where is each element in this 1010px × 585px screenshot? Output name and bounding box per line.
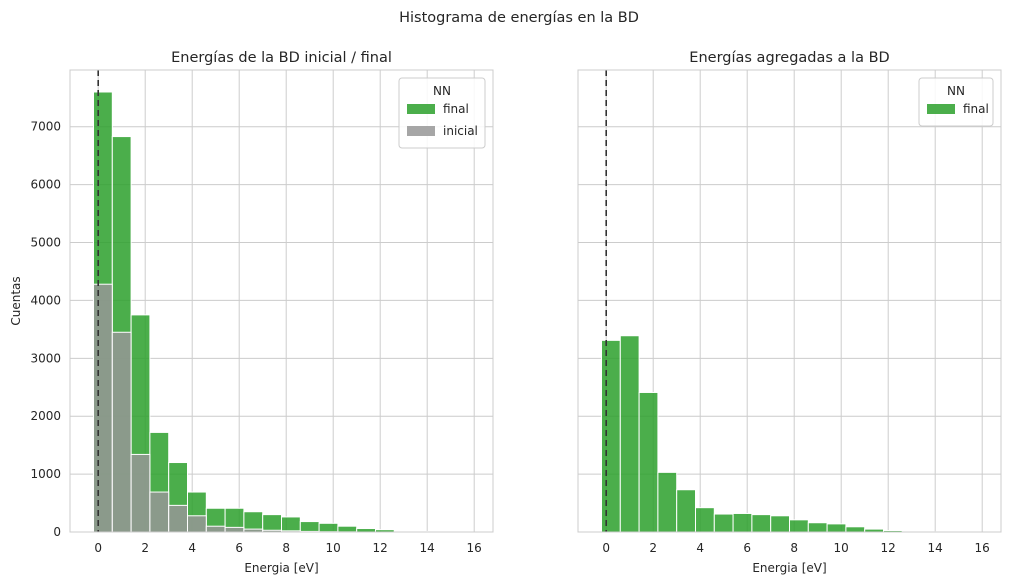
legend-title: NN xyxy=(947,84,965,98)
x-tick-label: 0 xyxy=(94,541,102,555)
bar-inicial xyxy=(168,504,188,533)
panel-title: Energías de la BD inicial / final xyxy=(171,50,392,66)
y-tick-label: 5000 xyxy=(30,236,61,250)
x-tick-label: 4 xyxy=(696,541,704,555)
bar-inicial xyxy=(130,453,151,533)
y-tick-label: 6000 xyxy=(30,178,61,192)
x-tick-label: 16 xyxy=(975,541,990,555)
bar-final xyxy=(676,489,697,533)
axes-frame xyxy=(69,69,494,533)
x-tick-label: 0 xyxy=(602,541,610,555)
panel-title: Energías agregadas a la BD xyxy=(689,50,889,66)
bar-inicial xyxy=(224,526,245,533)
x-tick-label: 14 xyxy=(928,541,943,555)
x-tick-label: 10 xyxy=(326,541,341,555)
legend-swatch-final xyxy=(407,104,435,114)
legend-swatch-final xyxy=(927,104,955,114)
y-tick-label: 2000 xyxy=(30,409,61,423)
y-axis-label: Cuentas xyxy=(9,276,23,325)
y-tick-label: 7000 xyxy=(30,120,61,134)
bar-final xyxy=(337,525,358,533)
y-tick-label: 1000 xyxy=(30,467,61,481)
legend-label-final: final xyxy=(443,102,469,116)
bar-final xyxy=(619,335,640,533)
figure-suptitle: Histograma de energías en la BD xyxy=(399,10,639,26)
x-tick-label: 6 xyxy=(235,541,243,555)
bar-inicial xyxy=(111,331,132,533)
x-tick-label: 14 xyxy=(420,541,435,555)
x-tick-label: 12 xyxy=(881,541,896,555)
x-tick-label: 12 xyxy=(373,541,388,555)
legend: NN final inicial xyxy=(398,77,486,149)
x-axis-label: Energia [eV] xyxy=(752,561,826,575)
legend-swatch-inicial xyxy=(407,126,435,136)
bar-final xyxy=(281,516,301,533)
bar-inicial xyxy=(205,525,226,533)
bar-final xyxy=(657,471,678,533)
bar-final xyxy=(318,522,339,533)
x-tick-label: 4 xyxy=(188,541,196,555)
bar-final xyxy=(807,522,828,533)
bar-final xyxy=(299,521,320,533)
legend-label-final: final xyxy=(963,102,989,116)
x-tick-label: 2 xyxy=(649,541,657,555)
bar-inicial xyxy=(187,515,207,533)
y-tick-label: 0 xyxy=(53,525,61,539)
x-tick-label: 10 xyxy=(834,541,849,555)
histogram-panel-added: 0 2 4 6 8 10 12 14 16 Energías agregadas a la BD E… xyxy=(577,50,1002,575)
y-tick-label: 4000 xyxy=(30,293,61,307)
bar-final xyxy=(695,507,715,533)
bar-final xyxy=(638,391,659,533)
bar-inicial xyxy=(149,491,170,533)
x-tick-label: 8 xyxy=(790,541,798,555)
bar-inicial xyxy=(93,283,113,533)
x-tick-label: 6 xyxy=(743,541,751,555)
y-tick-label: 3000 xyxy=(30,351,61,365)
axes-frame xyxy=(577,69,1002,533)
bar-final xyxy=(601,339,621,533)
histogram-panel-initial-final: 0 2 4 6 8 10 12 14 16 0 1000 2000 3000 4000 5000 6000 70… xyxy=(9,50,494,575)
bar-final xyxy=(262,514,283,533)
bar-final xyxy=(732,512,753,533)
bar-final xyxy=(713,513,734,533)
bar-final xyxy=(770,515,791,533)
x-axis-label: Energia [eV] xyxy=(244,561,318,575)
x-tick-label: 16 xyxy=(467,541,482,555)
x-tick-label: 2 xyxy=(141,541,149,555)
legend-label-inicial: inicial xyxy=(443,124,478,138)
bar-final xyxy=(356,528,377,533)
bar-final xyxy=(789,519,809,533)
bar-final xyxy=(845,526,866,533)
legend: NN final xyxy=(918,77,994,127)
bar-final xyxy=(826,523,847,533)
x-tick-label: 8 xyxy=(282,541,290,555)
legend-title: NN xyxy=(433,84,451,98)
bar-final xyxy=(751,514,772,533)
